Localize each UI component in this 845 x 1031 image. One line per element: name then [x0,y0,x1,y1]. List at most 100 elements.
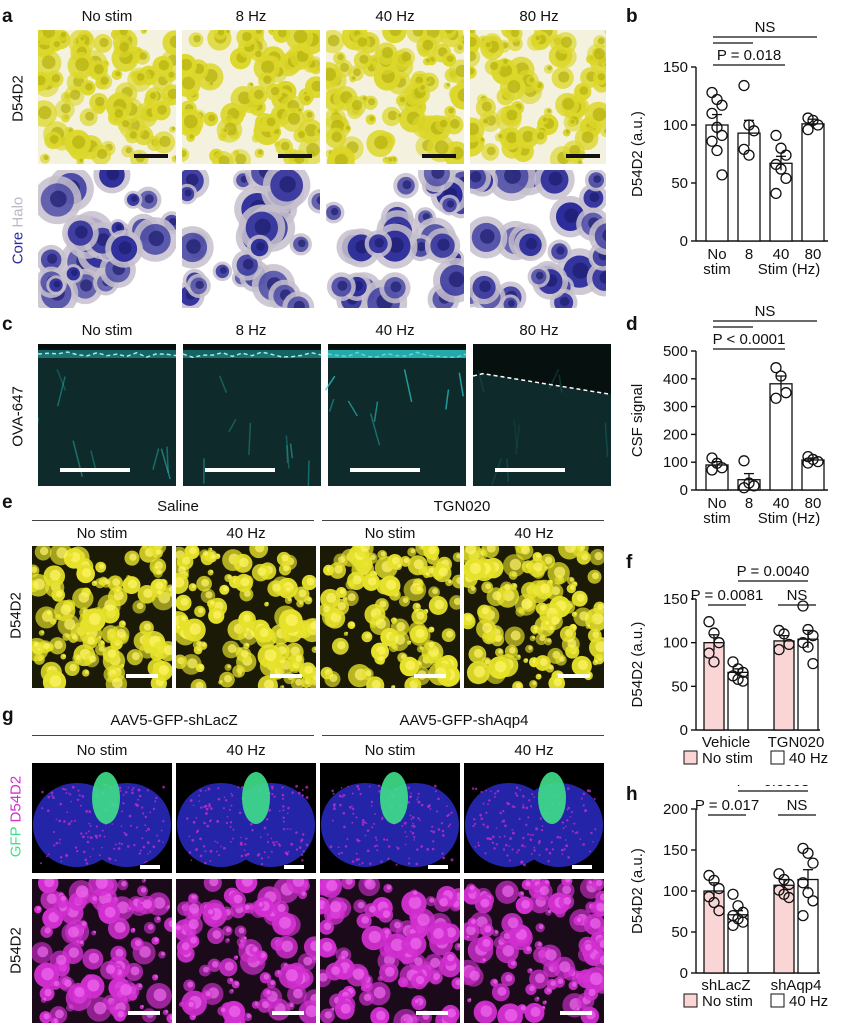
chart-d-xtick-0-1: stim [703,510,731,527]
chart-b-xtick-0-0: No [707,246,726,263]
panel-e-col-3: No stim [364,525,416,542]
chart-f-pts-0-0-point-3 [703,647,715,659]
panel-e-row-label: D54D2 [7,592,25,639]
panel-a-scalebar-2 [422,154,456,158]
chart-b-xlabel: Stim (Hz) [758,261,821,278]
chart-b-cat-1-point-0 [738,79,750,92]
chart-h-legend-swatch-1 [770,993,785,1008]
panel-g-col-2: 40 Hz [226,742,266,759]
panel-g-gfp-2 [380,772,408,824]
chart-h-group-label-0: shLacZ [701,977,750,994]
panel-g-brain-scalebar-2 [428,865,448,869]
panel-c-bg-2 [328,344,466,486]
chart-f-pts-1-0-point-1 [778,628,790,640]
chart-d-ytick-label-5: 500 [663,343,688,360]
chart-b-cat-0-point-3 [706,107,718,120]
chart-d-cat-1-point-0 [738,455,750,467]
chart-h-group-label-1: shAqp4 [771,977,822,994]
panel-a-scalebar-1 [278,154,312,158]
chart-b-cat-0-point-8 [716,169,728,181]
panel-g-micrographs [32,763,604,1023]
chart-d-cat-2-point-3 [770,392,782,404]
chart-h-pts-0-1-point-6 [727,919,739,932]
chart-h-pts-1-1-point-6 [797,909,809,922]
chart-h-ytick-label-1: 50 [671,924,688,941]
chart-b-bar-3 [801,123,825,242]
chart-h-pts-0-1-point-1 [732,900,744,912]
panel-a-bottom-1 [182,170,320,308]
chart-b-cat-2-point-0 [770,129,782,142]
chart-b-xtick-2-0: 40 [773,246,790,263]
chart-f-pts-0-0-point-1 [708,627,720,639]
panel-g-gfp-3 [538,772,566,824]
panel-c-image-2 [324,344,467,486]
panel-a-scalebar-3 [566,154,600,158]
chart-f-bar-1-1 [797,638,819,731]
chart-f-ann-2-label: P = 0.0040 [737,563,810,580]
panel-label-b: b [626,6,638,27]
chart-d-xtick-1-0: 8 [745,495,753,512]
panel-a-bottom-0 [38,170,176,308]
panel-c-scalebar-0 [60,468,130,472]
chart-h-legend-label-1: 40 Hz [789,993,828,1010]
chart-b-ytick-label-2: 100 [663,117,688,134]
chart-d-ytick-label-2: 200 [663,426,688,443]
chart-f-pts-0-0-point-2 [713,637,725,649]
chart-d-cat-2-point-2 [780,387,792,399]
panel-e-micrographs [32,546,604,688]
panel-label-d: d [626,314,638,335]
panel-label-g: g [2,705,14,726]
chart-b-ann-1-label: P = 0.018 [717,47,781,64]
panel-g-group-line-1 [32,735,314,736]
panel-e-image-2 [320,546,460,688]
chart-b-cat-1-point-4 [743,149,755,161]
panel-g-row1-label: GFP D54D2 [7,775,25,858]
panel-g-row2-label: D54D2 [7,927,25,974]
chart-h-ylabel: D54D2 (a.u.) [629,848,646,934]
panel-g-brain-scalebar-1 [284,865,304,869]
chart-h-ann-2-label: P = 0.0008 [737,785,810,790]
panel-g-brain-0 [32,763,172,873]
panel-g-group-line-2 [322,735,604,736]
panel-e-scalebar-1 [270,674,302,678]
panel-a-col-80hz: 80 Hz [519,8,559,25]
chart-f-pts-1-1-point-4 [802,641,814,653]
panel-a-top-1 [182,30,320,164]
chart-b-ylabel: D54D2 (a.u.) [629,111,646,197]
chart-h-bar-1-1 [797,878,819,974]
chart-b-xtick-0-1: stim [703,261,731,278]
panel-a-micrographs [38,30,606,308]
chart-b-cat-3-point-0 [802,112,814,124]
panel-g-zoom-3 [464,879,604,1023]
chart-d-ytick-label-4: 400 [663,371,688,388]
panel-g-brain-2 [320,763,460,873]
chart-d-cat-0-point-3 [706,464,718,476]
panel-a-col-8hz: 8 Hz [235,8,267,25]
chart-d-xlabel: Stim (Hz) [758,510,821,527]
panel-e-image-1 [176,546,316,688]
panel-g-col-1: No stim [76,742,128,759]
panel-e-group-tgn020: TGN020 [433,498,491,515]
chart-h-legend-label-0: No stim [702,993,753,1010]
panel-e-col-2: 40 Hz [226,525,266,542]
panel-e-group-line-1 [32,520,314,521]
chart-h-pts-0-0-point-2 [713,882,725,895]
chart-d-cat-3-point-3 [802,457,814,469]
chart-d-cat-2-point-1 [775,370,787,382]
chart-h-pts-0-0-point-1 [708,874,720,886]
chart-h-ytick-label-0: 0 [680,965,688,982]
panel-label-f: f [626,552,633,573]
panel-c-image-0 [38,344,177,486]
chart-h-ytick-label-2: 100 [663,883,688,900]
chart-b-cat-1-point-2 [748,125,760,137]
panel-e-group-saline: Saline [157,498,199,515]
chart-b-cat-3-point-3 [802,123,814,136]
panel-g-zoom-scalebar-1 [272,1011,304,1015]
panel-a-top-3 [470,30,606,164]
chart-f-ytick-label-3: 150 [663,591,688,608]
chart-h-pts-0-0-point-5 [713,905,725,917]
chart-b-cat-2-point-6 [770,187,782,200]
panel-a-bottom-2 [326,170,464,308]
